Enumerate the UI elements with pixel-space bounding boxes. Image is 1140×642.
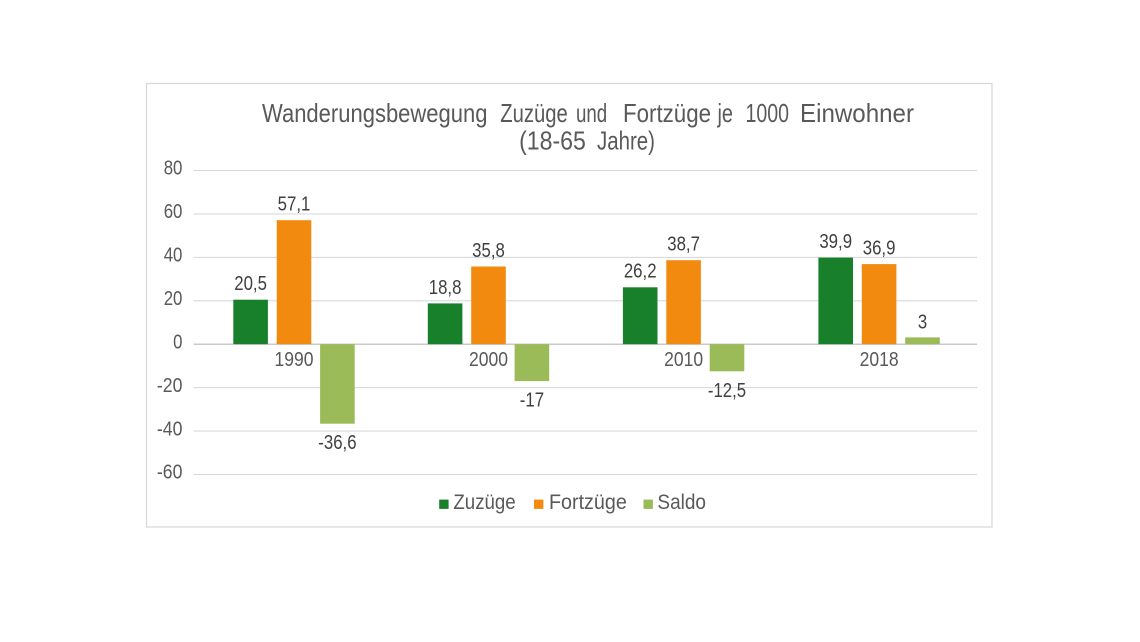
svg-text:36,9: 36,9 (863, 238, 896, 260)
svg-text:-20: -20 (157, 375, 183, 397)
svg-text:Saldo: Saldo (657, 491, 706, 514)
svg-text:-60: -60 (157, 462, 183, 484)
svg-text:-40: -40 (157, 418, 183, 440)
svg-text:2000: 2000 (469, 349, 508, 371)
svg-text:-36,6: -36,6 (318, 432, 356, 454)
svg-text:Fortzüge: Fortzüge (549, 491, 627, 514)
svg-text:80: 80 (164, 158, 183, 180)
svg-text:Zuzüge: Zuzüge (453, 491, 515, 514)
svg-text:26,2: 26,2 (624, 261, 657, 283)
svg-text:1000: 1000 (746, 98, 790, 128)
svg-text:2018: 2018 (860, 349, 899, 371)
svg-text:-12,5: -12,5 (708, 380, 746, 402)
svg-text:1990: 1990 (275, 349, 314, 371)
svg-text:40: 40 (164, 245, 183, 267)
svg-text:57,1: 57,1 (278, 194, 311, 216)
svg-text:Fortzüge: Fortzüge (623, 98, 711, 128)
svg-text:2010: 2010 (664, 349, 703, 371)
svg-text:Jahre): Jahre) (597, 126, 655, 156)
svg-text:39,9: 39,9 (819, 231, 852, 253)
svg-text:je: je (717, 98, 733, 128)
svg-text:3: 3 (918, 312, 927, 334)
svg-text:(18-65: (18-65 (519, 126, 586, 156)
svg-text:38,7: 38,7 (667, 234, 700, 256)
svg-text:Einwohner: Einwohner (800, 98, 914, 128)
svg-text:Wanderungsbewegung: Wanderungsbewegung (262, 98, 488, 128)
svg-text:35,8: 35,8 (472, 240, 505, 262)
svg-text:20,5: 20,5 (234, 273, 267, 295)
svg-text:18,8: 18,8 (429, 277, 462, 299)
svg-text:Zuzüge: Zuzüge (500, 98, 568, 128)
svg-text:0: 0 (173, 331, 182, 353)
svg-text:20: 20 (164, 288, 183, 310)
svg-text:-17: -17 (520, 390, 544, 412)
svg-text:60: 60 (164, 201, 183, 223)
svg-text:und: und (576, 98, 607, 128)
